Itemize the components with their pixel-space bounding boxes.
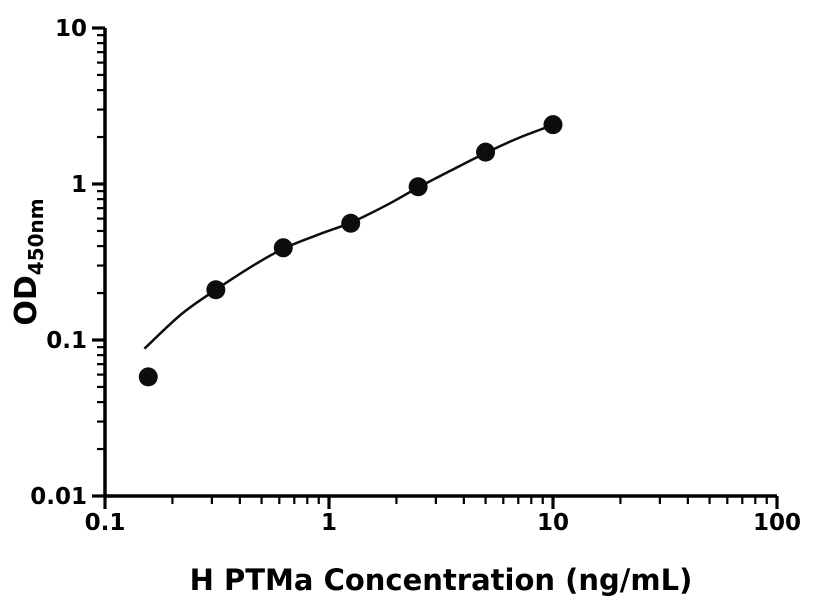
data-point	[408, 177, 428, 197]
y-tick-label: 10	[55, 16, 87, 42]
x-tick-label: 1	[321, 510, 337, 536]
axis-spines	[103, 28, 777, 498]
y-tick-label: 1	[71, 172, 87, 198]
data-point	[543, 115, 563, 135]
data-point	[206, 280, 226, 300]
y-axis-title-main: OD	[9, 275, 44, 325]
y-tick-label: 0.01	[30, 484, 87, 510]
y-axis-title-sub: 450nm	[24, 198, 48, 275]
x-tick-label: 0.1	[85, 510, 126, 536]
data-point	[476, 142, 496, 162]
x-tick-label: 100	[753, 510, 801, 536]
x-tick-label: 10	[537, 510, 569, 536]
x-axis-title: H PTMa Concentration (ng/mL)	[190, 563, 693, 597]
data-point	[273, 238, 293, 258]
y-tick-label: 0.1	[46, 328, 87, 354]
data-point	[138, 367, 158, 387]
data-point	[341, 213, 361, 233]
y-axis-title: OD450nm	[9, 198, 48, 325]
